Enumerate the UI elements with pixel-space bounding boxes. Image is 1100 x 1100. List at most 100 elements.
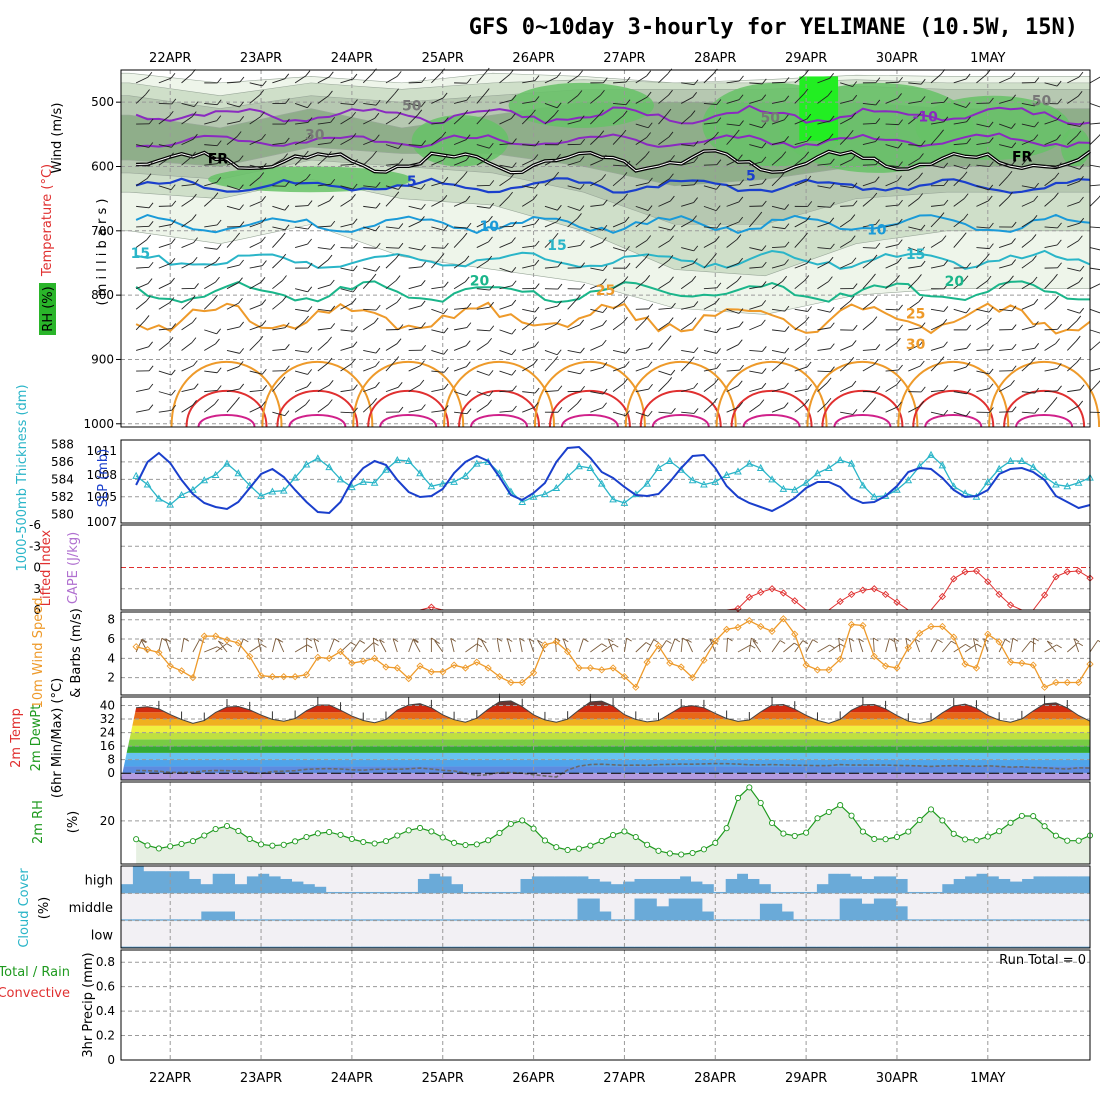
rh-marker (133, 836, 140, 843)
wind10m-barb (885, 638, 890, 653)
wind-barb (340, 411, 354, 414)
wind-barb-flag (532, 316, 537, 323)
wind-barb (226, 264, 240, 269)
wind-barb-flag (580, 262, 585, 268)
wind-barb-flag (534, 283, 540, 289)
wind-barb-flag (716, 222, 722, 229)
wind-barb-flag (579, 156, 585, 162)
wind-barb (1089, 164, 1100, 168)
wind-barb (522, 144, 536, 147)
wind-barb-flag (897, 239, 903, 245)
wind-barb (635, 388, 649, 393)
thickness-marker (382, 465, 390, 473)
wind-barb-flag (625, 76, 631, 83)
wind10m-barb (362, 642, 374, 653)
wind-barb-flag (829, 343, 835, 349)
rh-marker (564, 846, 571, 854)
wind-barb (431, 181, 445, 187)
wind-barb-flag (352, 218, 358, 225)
wind-barb-flag (1076, 315, 1082, 322)
wind10m-barb-flag (261, 644, 267, 648)
wind-barb (158, 391, 172, 396)
wind-barb (772, 246, 786, 248)
wind10m-barb (783, 642, 795, 653)
wind-barb-flag (191, 337, 197, 343)
wind-barb (703, 226, 717, 229)
wind-barb-flag (943, 409, 949, 416)
wind-barb (726, 239, 738, 248)
wind-barb (817, 163, 831, 166)
cloud-clear-bar-high (1010, 866, 1023, 882)
wind-barb-flag (623, 296, 628, 302)
wind-barb-flag (554, 171, 560, 178)
wind-barb-flag (556, 216, 562, 223)
cloud-clear-bar-middle (463, 893, 475, 920)
wind-barb (408, 185, 422, 190)
wind-barb (317, 384, 330, 393)
chart-title: GFS 0~10day 3-hourly for YELIMANE (10.5W… (469, 15, 1078, 40)
wind-barb-flag (806, 113, 812, 120)
wind10m-marker (1029, 661, 1037, 669)
thickness-marker (143, 480, 152, 488)
wind-barb-flag (193, 237, 198, 243)
rh-marker (314, 830, 321, 837)
wind10m-barb (181, 638, 185, 653)
wind-barb (340, 329, 354, 332)
cloud-clear-bar-high (542, 866, 555, 877)
cloud-clear-bar-middle (280, 893, 293, 920)
cloud-clear-bar-low (1010, 920, 1023, 947)
wind-barb (681, 202, 694, 207)
wind10m-barb (1046, 640, 1057, 653)
wind-barb-flag (420, 360, 425, 366)
wind-barb-flag (372, 398, 378, 404)
wind-barb-flag (580, 283, 585, 290)
cloud-clear-bar-middle (1044, 893, 1057, 920)
wind-barb (249, 200, 262, 207)
wind-barb-flag (647, 410, 653, 417)
wind-barb-flag (534, 259, 540, 266)
wind-barb-flag (625, 347, 631, 354)
rh-marker (246, 835, 253, 843)
temp-tick: 24 (100, 726, 115, 740)
wind-barb-flag (305, 173, 311, 180)
wind-barb (340, 346, 354, 351)
wind-barb-flag (170, 258, 176, 264)
wind-barb-flag (989, 243, 994, 249)
wind-barb-flag (395, 275, 401, 281)
wind-barb (1021, 325, 1035, 331)
thickness-marker (132, 471, 140, 479)
wind-barb (295, 226, 309, 230)
wind-barb-flag (601, 174, 607, 180)
wind-barb (317, 142, 331, 146)
wind-barb-flag (828, 133, 834, 140)
wind-barb (1067, 180, 1080, 187)
wind-barb-flag (716, 99, 722, 105)
wind-barb-flag (963, 275, 969, 282)
wind-barb-flag (692, 215, 697, 221)
wind10m-barb (998, 639, 1006, 653)
run-total-label: Run Total = 0 (999, 953, 1086, 968)
wind-barb-flag (216, 385, 222, 391)
wind-barb (431, 136, 443, 145)
wind-barb-flag (625, 99, 631, 105)
wind-barb-flag (353, 99, 358, 105)
wind-barb-flag (580, 368, 585, 375)
cloud-clear-bar-low (223, 920, 236, 947)
cloud-clear-bar-low (953, 920, 966, 947)
wind-barb (385, 226, 399, 229)
wind-barb (953, 176, 964, 187)
wind-barb-flag (238, 155, 244, 161)
wind-barb (1021, 185, 1035, 189)
rh-marker (893, 833, 901, 841)
wind-barb (590, 159, 603, 166)
wind-barb (135, 94, 146, 104)
wind-barb (930, 74, 942, 84)
wind-barb-flag (691, 275, 697, 282)
wind-barb (363, 386, 376, 393)
wind-barb (953, 391, 967, 395)
wind-barb-flag (511, 162, 517, 168)
wind-barb-flag (374, 134, 380, 141)
cloud-clear-bar-middle (725, 893, 738, 920)
wind-barb (908, 344, 921, 351)
wind-barb (839, 262, 853, 269)
